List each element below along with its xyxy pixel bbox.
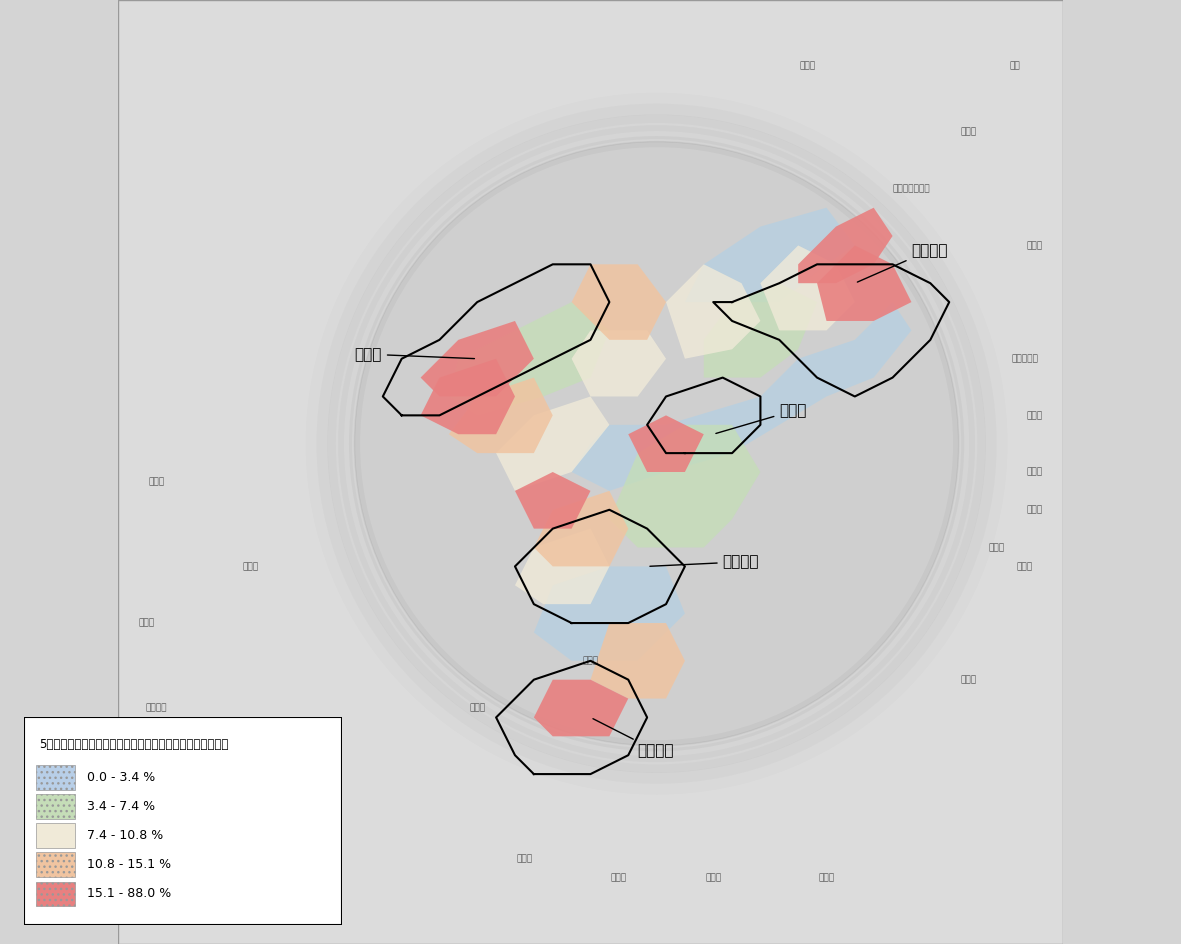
Polygon shape [798, 208, 893, 283]
Polygon shape [420, 321, 534, 396]
FancyBboxPatch shape [37, 852, 74, 877]
Text: 3.4 - 7.4 %: 3.4 - 7.4 % [87, 801, 156, 813]
FancyBboxPatch shape [37, 794, 74, 819]
Text: 福岡市: 福岡市 [354, 346, 475, 362]
Text: 佐賀市: 佐賀市 [469, 703, 485, 713]
Text: 山鹿市: 山鹿市 [705, 873, 722, 883]
FancyBboxPatch shape [24, 717, 342, 925]
Text: 5年前は同じ市区町村内の別の場所に居住していた人の割合: 5年前は同じ市区町村内の別の場所に居住していた人の割合 [40, 738, 229, 751]
Text: 菊池市: 菊池市 [818, 873, 835, 883]
Text: 佐世保市: 佐世保市 [145, 703, 167, 713]
Polygon shape [449, 302, 609, 415]
Polygon shape [590, 623, 685, 699]
Text: 鳥栖市: 鳥栖市 [582, 656, 599, 666]
Polygon shape [817, 245, 912, 321]
Polygon shape [515, 472, 590, 529]
Circle shape [354, 142, 959, 746]
Text: 飯塚市: 飯塚市 [716, 403, 807, 433]
Polygon shape [685, 208, 855, 302]
Text: 大牟田: 大牟田 [516, 854, 533, 864]
Text: 平戸市: 平戸市 [148, 477, 164, 486]
Polygon shape [534, 566, 685, 661]
Text: 山口・小野田市: 山口・小野田市 [893, 184, 931, 194]
Polygon shape [534, 491, 628, 566]
Polygon shape [572, 330, 666, 396]
Text: 下関市: 下関市 [960, 127, 977, 137]
FancyBboxPatch shape [37, 882, 74, 906]
Text: 伊万里市: 伊万里市 [193, 750, 214, 760]
Text: 大分市: 大分市 [1026, 505, 1043, 514]
Text: 15.1 - 88.0 %: 15.1 - 88.0 % [87, 887, 171, 901]
Text: 武雄市: 武雄市 [318, 769, 334, 779]
Text: 長崎市: 長崎市 [138, 618, 155, 628]
Polygon shape [609, 425, 761, 548]
FancyBboxPatch shape [37, 766, 74, 790]
Text: 萩市: 萩市 [1010, 61, 1020, 71]
Text: 竹田市: 竹田市 [960, 675, 977, 684]
Text: 0.0 - 3.4 %: 0.0 - 3.4 % [87, 771, 156, 784]
Polygon shape [449, 378, 553, 453]
Text: 久留米市: 久留米市 [650, 554, 759, 569]
Text: 玖珠市: 玖珠市 [988, 543, 1005, 552]
Text: 日田市: 日田市 [1017, 562, 1033, 571]
Polygon shape [572, 264, 666, 340]
Polygon shape [761, 245, 855, 330]
Text: 玉名市: 玉名市 [611, 873, 627, 883]
Text: 北九州市: 北九州市 [857, 243, 948, 282]
Polygon shape [666, 264, 761, 359]
Polygon shape [515, 529, 609, 604]
Text: 国東市: 国東市 [1026, 411, 1043, 420]
Text: 宇部市: 宇部市 [1026, 241, 1043, 250]
Text: 長門市: 長門市 [800, 61, 816, 71]
Polygon shape [420, 359, 515, 434]
Polygon shape [572, 302, 912, 491]
Polygon shape [628, 415, 704, 472]
Text: 大牟田市: 大牟田市 [593, 718, 674, 758]
FancyBboxPatch shape [37, 823, 74, 849]
Polygon shape [534, 680, 628, 736]
Polygon shape [496, 396, 609, 491]
Text: 7.4 - 10.8 %: 7.4 - 10.8 % [87, 830, 164, 842]
Text: 宇佐市: 宇佐市 [1026, 467, 1043, 477]
Polygon shape [704, 283, 817, 378]
Text: 唐津市: 唐津市 [242, 562, 259, 571]
Text: 10.8 - 15.1 %: 10.8 - 15.1 % [87, 858, 171, 871]
Text: 豊後高田市: 豊後高田市 [1011, 354, 1038, 363]
